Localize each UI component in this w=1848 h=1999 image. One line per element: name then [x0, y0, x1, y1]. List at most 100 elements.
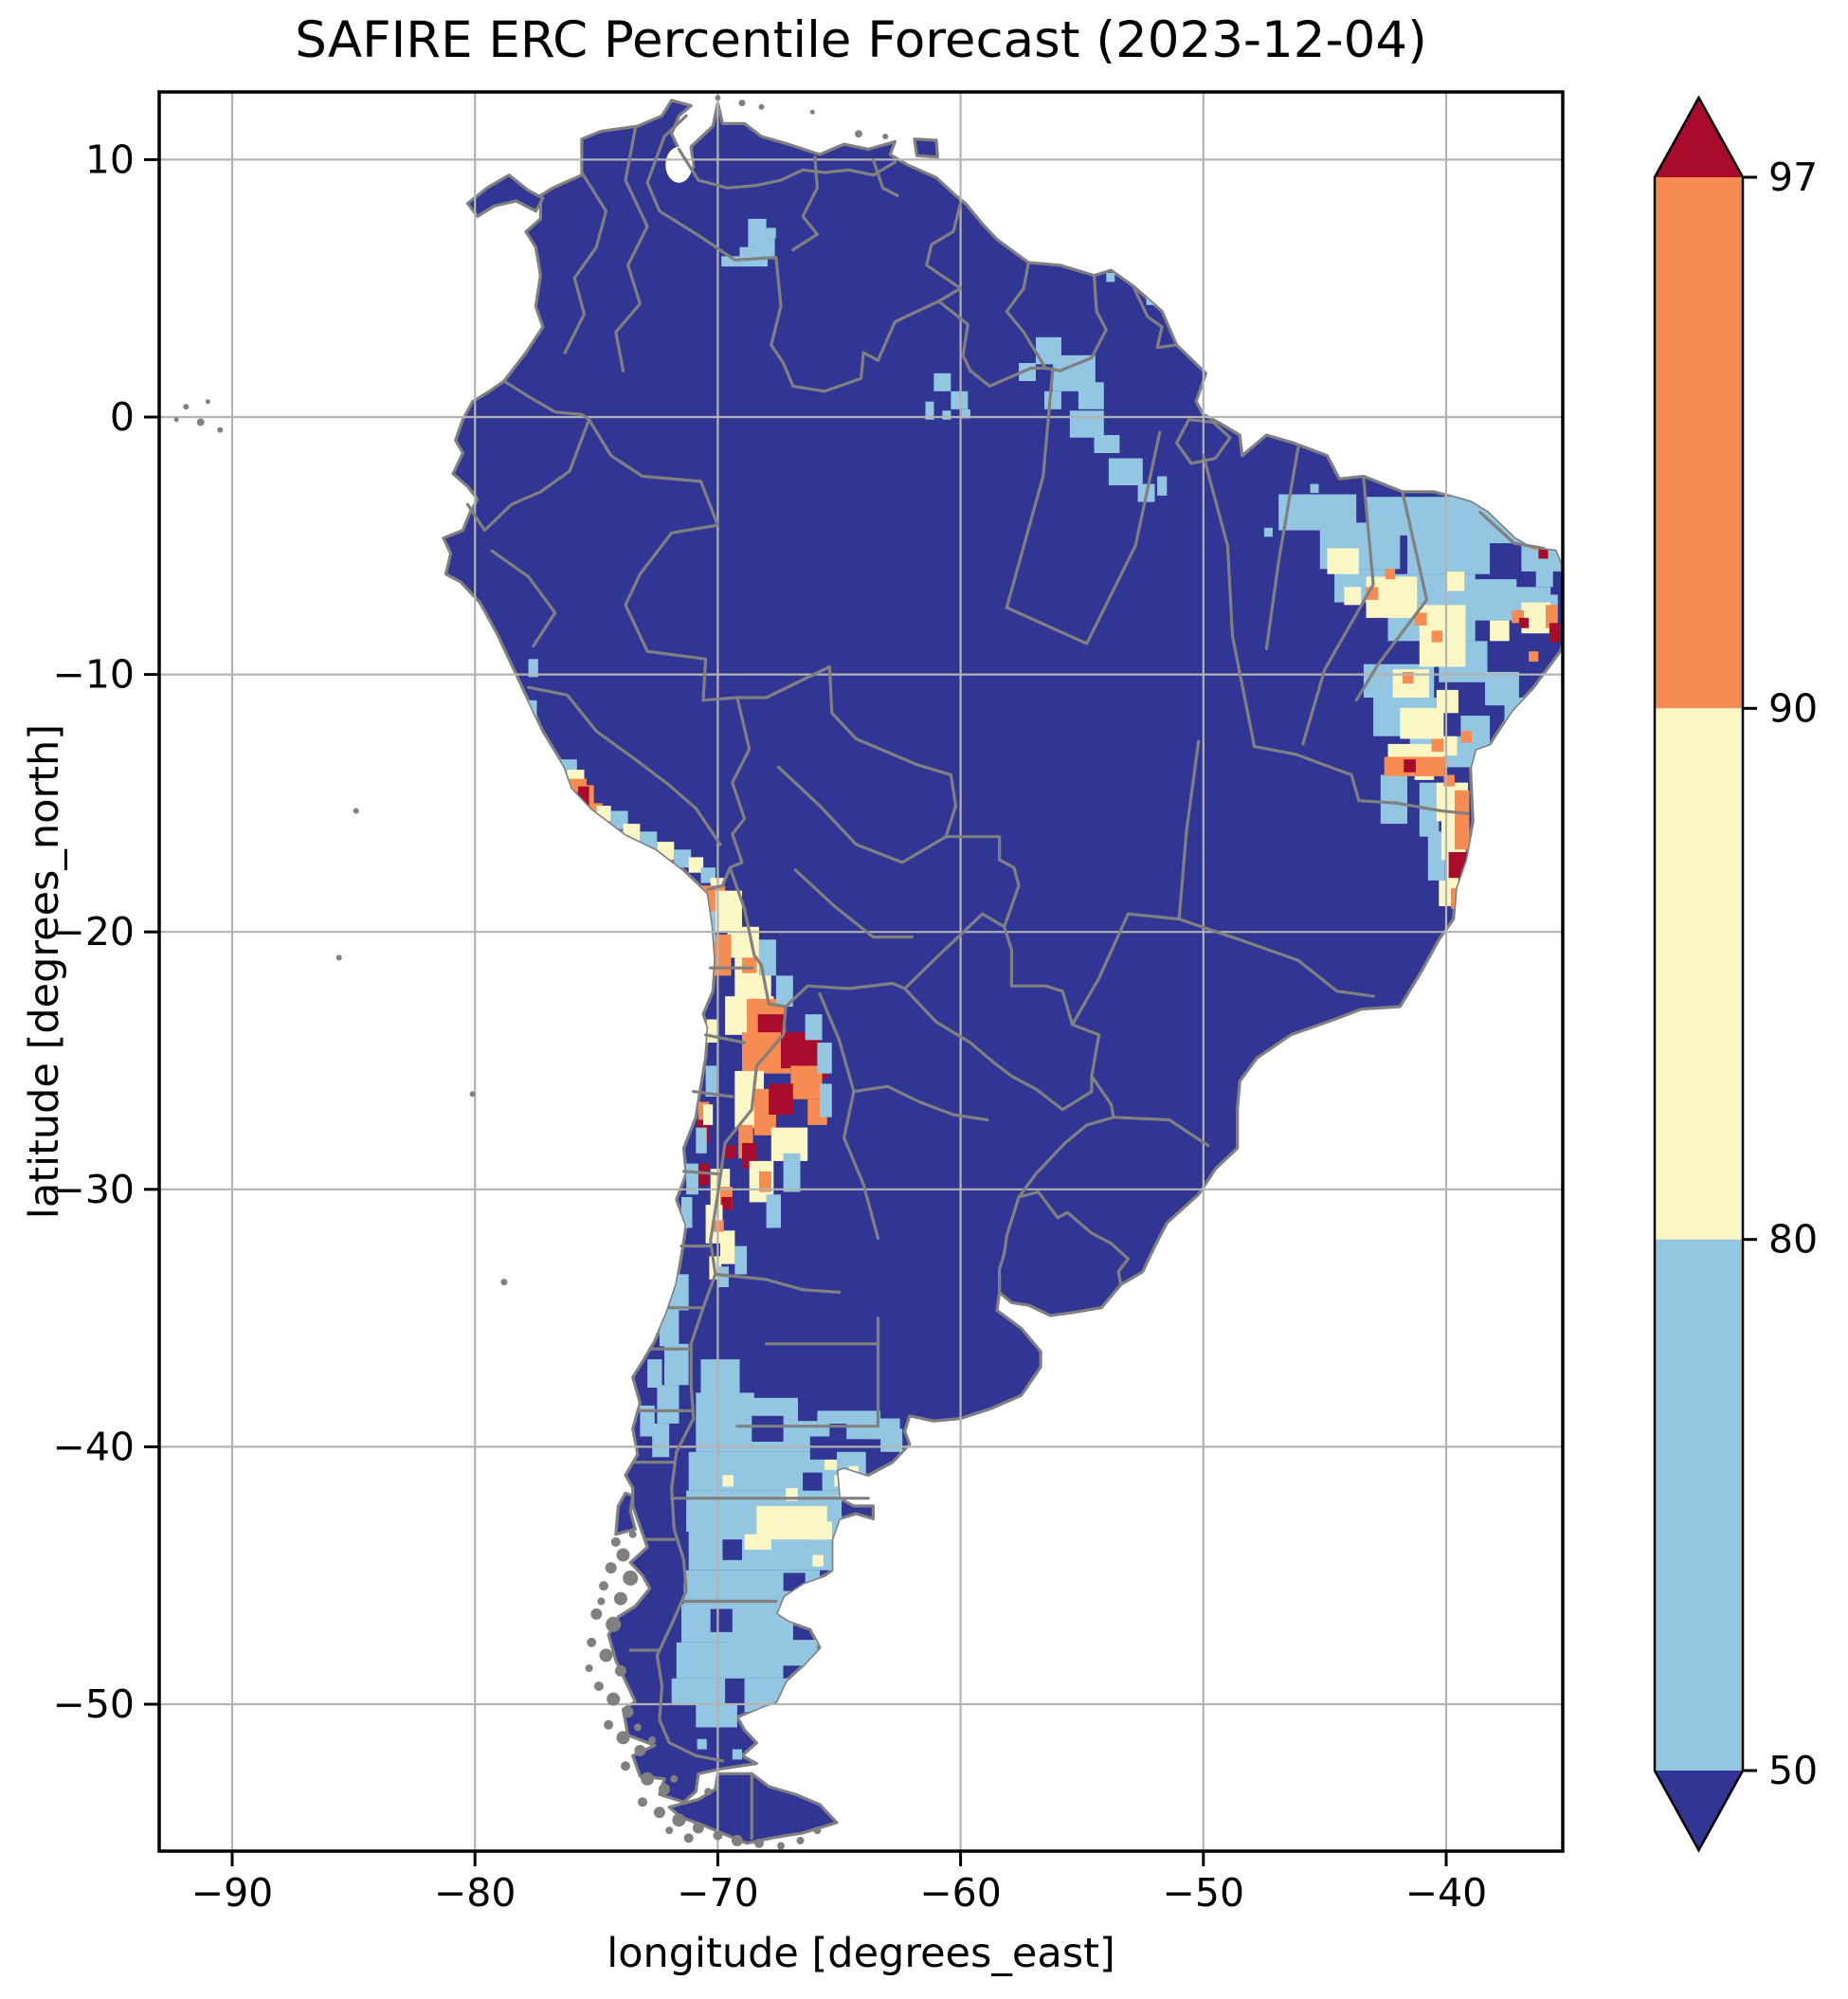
raster-cell	[1327, 548, 1359, 574]
x-tick-label: −80	[434, 1870, 516, 1916]
raster-cell	[951, 391, 969, 409]
fjord-island	[731, 1834, 743, 1846]
raster-cell	[820, 1083, 832, 1118]
raster-cell	[766, 1194, 781, 1228]
raster-cell	[696, 1127, 707, 1154]
lake-maracaibo	[665, 146, 693, 183]
raster-cell	[1431, 630, 1443, 643]
raster-cell	[623, 824, 641, 843]
y-tick-label: 0	[110, 394, 135, 440]
admin-boundary-line	[1131, 283, 1179, 350]
y-tick-label: −50	[52, 1681, 135, 1727]
raster-cell	[759, 939, 776, 976]
raster-cell	[715, 890, 742, 933]
raster-cell	[1108, 458, 1143, 485]
admin-boundary-line	[706, 696, 752, 891]
raster-cell	[674, 849, 692, 868]
admin-boundary-line	[998, 1074, 1115, 1294]
raster-cell	[1094, 435, 1120, 453]
raster-cell	[1473, 579, 1517, 621]
raster-cell	[812, 1554, 824, 1567]
raster-cell	[1380, 774, 1407, 825]
raster-cell	[730, 1634, 781, 1663]
small-island	[738, 100, 746, 107]
fjord-island	[713, 1830, 723, 1841]
raster-cell	[783, 1153, 801, 1192]
fjord-island	[605, 1562, 617, 1574]
admin-boundary-line	[502, 379, 591, 422]
fjord-island	[614, 1664, 626, 1677]
raster-cell	[710, 1608, 733, 1632]
raster-cell	[666, 1274, 689, 1311]
x-tick-label: −60	[919, 1870, 1002, 1916]
admin-boundary-line	[1070, 912, 1130, 1027]
small-island	[855, 130, 862, 138]
admin-boundary-line	[588, 418, 739, 702]
raster-cell	[717, 1266, 729, 1287]
admin-boundary-line	[903, 912, 1006, 990]
raster-cell	[942, 410, 951, 420]
raster-cell	[880, 1428, 903, 1452]
admin-boundaries	[465, 114, 1546, 1840]
raster-cell	[1455, 790, 1470, 850]
raster-cell	[657, 1385, 679, 1424]
admin-boundary-line	[728, 865, 788, 1009]
raster-cell	[809, 1521, 832, 1540]
raster-cell	[1344, 587, 1362, 606]
small-island	[882, 134, 889, 139]
raster-cell	[640, 1405, 655, 1437]
raster-cell	[817, 1043, 832, 1074]
raster-cell	[1518, 617, 1530, 628]
admin-boundary-line	[818, 991, 989, 1122]
small-island	[500, 1279, 508, 1286]
raster-cell	[781, 1640, 818, 1666]
colorbar-tick-label: 97	[1768, 154, 1818, 200]
raster-cell	[688, 857, 704, 873]
fjord-island	[672, 1813, 686, 1827]
admin-boundary-line	[1003, 925, 1101, 1078]
raster-cell	[722, 1539, 742, 1560]
colorbar-tick-label: 50	[1768, 1748, 1818, 1793]
fjord-island	[607, 1692, 621, 1706]
fjord-island	[622, 1706, 634, 1718]
raster-cell	[696, 1163, 710, 1186]
raster-cell	[775, 975, 793, 1007]
raster-cell	[706, 1019, 718, 1043]
fjord-island	[665, 1826, 674, 1835]
fjord-island	[641, 1772, 655, 1786]
fjord-island	[610, 1536, 621, 1547]
fjord-island	[604, 1719, 614, 1730]
fjord-island	[585, 1664, 593, 1672]
fjord-island	[704, 1788, 713, 1796]
admin-boundary-line	[735, 664, 1021, 929]
raster-cell	[1366, 497, 1478, 536]
trinidad-island	[913, 137, 939, 159]
fjord-island	[796, 1836, 805, 1845]
admin-boundary-line	[793, 868, 914, 939]
y-tick-label: −40	[52, 1424, 135, 1469]
raster-cell	[1310, 483, 1319, 494]
raster-cell	[1439, 880, 1452, 907]
admin-boundary-line	[1301, 477, 1375, 746]
raster-cell	[528, 659, 538, 678]
raster-cell	[722, 1475, 734, 1487]
raster-cell	[1504, 698, 1531, 726]
admin-boundary-line	[704, 1033, 747, 1045]
raster-cell	[769, 1083, 793, 1115]
fjord-island	[692, 1822, 704, 1834]
tick-marks	[144, 157, 1448, 1866]
fjord-island	[683, 1833, 694, 1844]
fjord-island	[599, 1581, 608, 1591]
small-island	[353, 808, 359, 814]
colorbar-tick-label: 90	[1768, 685, 1818, 731]
raster-cell	[790, 1065, 823, 1099]
raster-cell	[783, 1572, 806, 1591]
raster-cell	[805, 1014, 823, 1041]
admin-boundary-line	[465, 418, 591, 533]
south-america-landmass	[442, 99, 1563, 1804]
raster-cell	[1402, 671, 1414, 684]
raster-cell	[752, 1415, 784, 1442]
y-tick-label: −10	[52, 652, 135, 698]
raster-cell	[834, 1475, 845, 1487]
